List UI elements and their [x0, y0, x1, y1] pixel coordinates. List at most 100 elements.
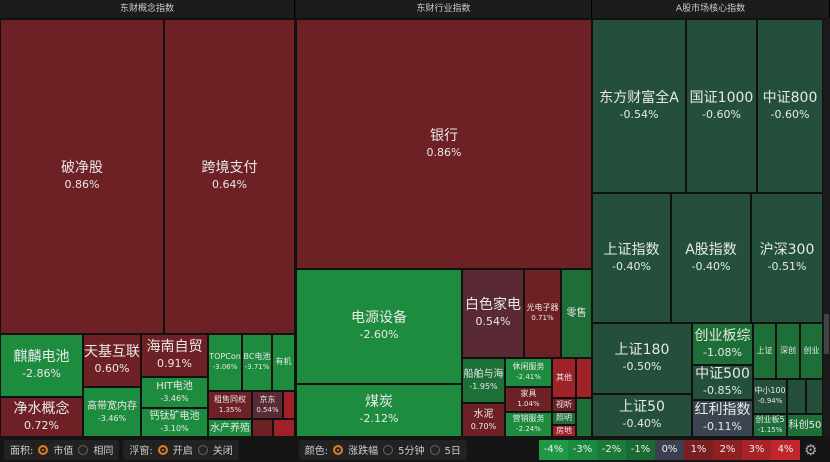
tile-value: 0.86% [64, 178, 100, 192]
treemap-tile[interactable]: 麒麟电池 -2.86% [0, 334, 83, 397]
radio-icon[interactable] [157, 444, 168, 455]
treemap-tile[interactable]: 营销服务 -2.24% [505, 412, 552, 437]
treemap-tile-small[interactable] [252, 419, 273, 437]
treemap-tile[interactable]: 上证指数 -0.40% [592, 193, 671, 323]
treemap-tile[interactable]: 跨境支付 0.64% [164, 19, 295, 334]
tile-value: -3.46% [160, 394, 189, 403]
tile-label: 海南自贸 [146, 339, 203, 356]
treemap-tile[interactable]: 国证1000 -0.60% [686, 19, 757, 193]
gear-icon[interactable]: ⚙ [804, 440, 818, 459]
tile-value: 0.72% [24, 418, 59, 432]
treemap-tile[interactable]: 房地 [552, 425, 576, 437]
float-option-on[interactable]: 开启 [172, 446, 193, 457]
treemap-tile[interactable]: 深创 [776, 323, 800, 379]
treemap-tile[interactable]: 零售 [561, 269, 592, 358]
float-label: 浮窗: [129, 446, 153, 457]
tile-label: A股指数 [685, 241, 737, 258]
radio-icon[interactable] [78, 444, 89, 455]
tile-label: 上证50 [619, 399, 665, 416]
treemap-tile-small[interactable] [806, 379, 823, 414]
tile-value: -0.40% [612, 259, 651, 273]
tile-label: 沪深300 [759, 241, 815, 258]
treemap-tile[interactable]: 钙钛矿电池 -3.10% [141, 408, 208, 437]
treemap-tile[interactable]: 电源设备 -2.60% [296, 269, 462, 384]
treemap-tile[interactable]: 沪深300 -0.51% [751, 193, 823, 323]
color-group: 颜色: 涨跌幅 5分钟 5日 [298, 439, 467, 460]
float-option-off[interactable]: 关闭 [212, 446, 233, 457]
tile-label: 休闲服务 [512, 362, 545, 372]
treemap-tile[interactable]: 创业板5 -1.15% [753, 414, 787, 437]
treemap-tile-small[interactable] [787, 379, 806, 414]
treemap-tile[interactable]: 东方财富全A -0.54% [592, 19, 686, 193]
color-option-change[interactable]: 涨跌幅 [348, 446, 379, 457]
tile-label: 创业板5 [755, 415, 785, 425]
treemap-tile-small[interactable] [576, 398, 592, 437]
treemap-tile-small[interactable] [273, 419, 295, 437]
tile-label: 深创 [780, 345, 796, 355]
radio-icon[interactable] [333, 444, 344, 455]
treemap-tile[interactable]: 红利指数 -0.11% [692, 400, 753, 437]
treemap-tile[interactable]: 银行 0.86% [296, 19, 592, 269]
treemap-tile[interactable]: 光电子器 0.71% [524, 269, 561, 358]
treemap-tile[interactable]: 家具 1.04% [505, 387, 552, 412]
header-industry: 东财行业指数 [296, 0, 592, 18]
area-label: 面积: [10, 446, 34, 457]
treemap-tile[interactable]: 水泥 0.70% [462, 403, 505, 437]
legend-swatch: 2% [713, 439, 742, 460]
tile-value: -3.46% [97, 413, 127, 423]
treemap-tile[interactable]: 其他 [552, 358, 576, 398]
tile-value: -0.94% [757, 397, 783, 406]
treemap-tile[interactable]: 天基互联 0.60% [83, 334, 141, 387]
treemap-tile[interactable]: 中证500 -0.85% [692, 365, 753, 400]
treemap-tile-small[interactable] [283, 391, 295, 419]
scrollbar[interactable] [823, 19, 830, 437]
tile-value: -3.06% [212, 363, 238, 372]
treemap-tile[interactable]: 科创50 [787, 414, 823, 437]
area-group: 面积: 市值 相同 [4, 439, 120, 460]
tile-label: 视听 [556, 399, 572, 409]
treemap-tile[interactable]: 白色家电 0.54% [462, 269, 524, 358]
color-option-5min[interactable]: 5分钟 [398, 446, 425, 457]
tile-value: -0.50% [622, 360, 662, 374]
treemap-tile[interactable]: 租售同权 1.35% [208, 391, 252, 419]
treemap-tile[interactable]: 创业板综 -1.08% [692, 323, 753, 365]
treemap-tile[interactable]: 照明 [552, 412, 576, 425]
treemap-tile[interactable]: 创业 [800, 323, 823, 379]
treemap-tile[interactable]: 视听 [552, 398, 576, 412]
treemap-tile[interactable]: BC电池 -3.71% [242, 334, 272, 391]
radio-icon[interactable] [38, 444, 49, 455]
treemap-tile[interactable]: 煤炭 -2.12% [296, 384, 462, 437]
treemap-tile[interactable]: 中小100 -0.94% [753, 379, 787, 414]
treemap-tile[interactable]: 海南自贸 0.91% [141, 334, 208, 377]
treemap-tile[interactable]: A股指数 -0.40% [671, 193, 751, 323]
treemap-tile[interactable]: 休闲服务 -2.41% [505, 358, 552, 387]
radio-icon[interactable] [383, 444, 394, 455]
treemap-tile[interactable]: 净水概念 0.72% [0, 397, 83, 437]
treemap-tile[interactable]: 破净股 0.86% [0, 19, 164, 334]
tile-label: 天基互联 [84, 344, 140, 361]
radio-icon[interactable] [197, 444, 208, 455]
treemap-tile[interactable]: 上证50 -0.40% [592, 394, 692, 437]
treemap-tile-small[interactable] [576, 358, 592, 398]
area-option-market-cap[interactable]: 市值 [53, 446, 74, 457]
tile-label: HIT电池 [156, 381, 193, 392]
treemap-tile[interactable]: HIT电池 -3.46% [141, 377, 208, 408]
tile-label: 净水概念 [13, 400, 70, 417]
color-option-5day[interactable]: 5日 [444, 446, 461, 457]
tile-label: 麒麟电池 [13, 349, 70, 366]
treemap-tile[interactable]: 中证800 -0.60% [757, 19, 823, 193]
treemap-tile[interactable]: TOPCon -3.06% [208, 334, 242, 391]
treemap-tile[interactable]: 船舶与海 -1.95% [462, 358, 505, 403]
legend-swatch: -3% [568, 439, 597, 460]
treemap-tile[interactable]: 高带宽内存 -3.46% [83, 387, 141, 437]
treemap-tile[interactable]: 京东 0.54% [252, 391, 283, 419]
tile-label: 房地 [556, 425, 572, 435]
area-option-equal[interactable]: 相同 [93, 446, 114, 457]
treemap-tile[interactable]: 上证180 -0.50% [592, 323, 692, 394]
radio-icon[interactable] [429, 444, 440, 455]
treemap-tile[interactable]: 有机 [272, 334, 295, 391]
color-legend: -4% -3% -2% -1% 0% 1% 2% 3% 4% [539, 439, 800, 460]
tile-value: -0.40% [622, 417, 662, 431]
treemap-tile[interactable]: 水产养殖 [208, 419, 252, 437]
treemap-tile[interactable]: 上证 [753, 323, 776, 379]
